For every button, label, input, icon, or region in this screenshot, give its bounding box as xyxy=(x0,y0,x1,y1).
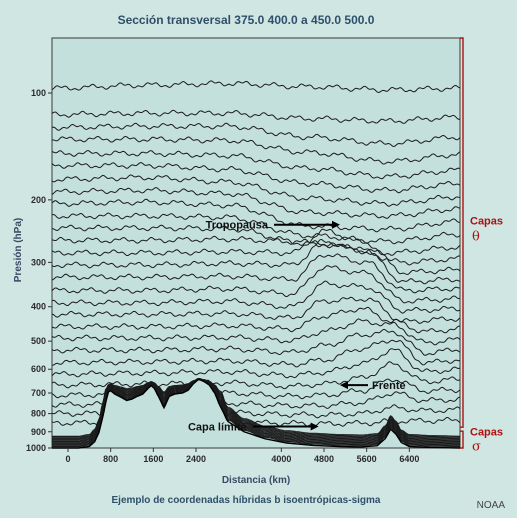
sigma-layer-line xyxy=(52,378,460,437)
y-tick-label: 1000 xyxy=(26,443,46,453)
x-tick-label: 2400 xyxy=(186,454,206,464)
layer-bracket-label: Capas xyxy=(470,216,503,228)
theta-layer-line xyxy=(51,186,461,219)
layer-bracket-symbol: θ xyxy=(472,230,480,245)
theta-layer-line xyxy=(51,348,461,379)
y-tick-label: 500 xyxy=(31,336,46,346)
x-tick-label: 4800 xyxy=(314,454,334,464)
theta-layer-line xyxy=(51,149,461,180)
sigma-layer-line xyxy=(52,378,460,443)
annotation-label: Tropopausa xyxy=(206,220,269,232)
theta-layer-line xyxy=(51,306,461,334)
sigma-layer-line xyxy=(52,378,460,443)
layer-bracket xyxy=(460,430,464,449)
theta-layer-line xyxy=(51,238,461,285)
figure-caption: Ejemplo de coordenadas híbridas b isoent… xyxy=(112,495,381,506)
theta-layer-line xyxy=(51,109,461,124)
theta-layer-line xyxy=(51,162,461,194)
x-tick-label: 1600 xyxy=(143,454,163,464)
theta-layer-line xyxy=(51,328,461,356)
x-tick-label: 6400 xyxy=(399,454,419,464)
annotation-label: Capa límite xyxy=(188,422,247,434)
annotation-arrowhead xyxy=(340,381,348,390)
y-tick-label: 200 xyxy=(31,195,46,205)
sigma-layer-line xyxy=(52,378,460,444)
y-axis-label: Presión (hPa) xyxy=(13,218,24,282)
theta-layer-line xyxy=(51,339,461,368)
y-tick-label: 800 xyxy=(31,409,46,419)
theta-layer-line xyxy=(51,212,461,245)
layer-bracket-symbol: σ xyxy=(472,440,481,455)
theta-layer-line xyxy=(51,296,461,324)
annotation-arrowhead xyxy=(310,422,319,431)
theta-layer-line xyxy=(51,253,461,294)
theta-layer-line xyxy=(51,122,461,148)
x-axis-label: Distancia (km) xyxy=(222,475,290,486)
sigma-layer-line xyxy=(52,378,460,441)
layer-bracket xyxy=(460,37,464,428)
theta-layer-line xyxy=(51,80,461,94)
theta-layer-line xyxy=(51,135,461,165)
y-tick-label: 100 xyxy=(31,88,46,98)
credit-label: NOAA xyxy=(477,500,506,511)
theta-layer-line xyxy=(51,265,461,304)
chart-title: Sección transversal 375.0 400.0 a 450.0 … xyxy=(118,13,375,27)
theta-layer-line xyxy=(51,228,461,275)
annotation-arrowhead xyxy=(332,220,340,229)
x-tick-label: 0 xyxy=(65,454,70,464)
x-tick-label: 5600 xyxy=(357,454,377,464)
sigma-layer-line xyxy=(52,378,460,438)
y-tick-label: 600 xyxy=(31,364,46,374)
theta-layer-line xyxy=(51,280,461,314)
x-tick-label: 4000 xyxy=(271,454,291,464)
theta-layer-line xyxy=(51,174,461,207)
y-tick-label: 400 xyxy=(31,302,46,312)
annotation-label: Frente xyxy=(372,380,406,392)
y-tick-label: 700 xyxy=(31,388,46,398)
sigma-layer-line xyxy=(52,378,460,439)
sigma-layer-line xyxy=(52,378,460,447)
terrain-line xyxy=(52,378,461,449)
x-tick-label: 800 xyxy=(103,454,118,464)
sigma-layer-line xyxy=(52,378,460,438)
sigma-layer-line xyxy=(52,378,460,445)
theta-layer-line xyxy=(51,224,461,256)
sigma-layer-line xyxy=(52,378,460,448)
sigma-layer-line xyxy=(52,378,460,446)
theta-layer-line xyxy=(51,318,461,346)
theta-layer-line xyxy=(51,361,461,390)
theta-layer-line xyxy=(51,198,461,233)
layer-bracket-label: Capas xyxy=(470,427,503,439)
theta-layer-line xyxy=(51,235,461,266)
y-tick-label: 300 xyxy=(31,257,46,267)
sigma-layer-line xyxy=(52,378,460,442)
sigma-layer-line xyxy=(52,378,460,446)
y-tick-label: 900 xyxy=(31,427,46,437)
